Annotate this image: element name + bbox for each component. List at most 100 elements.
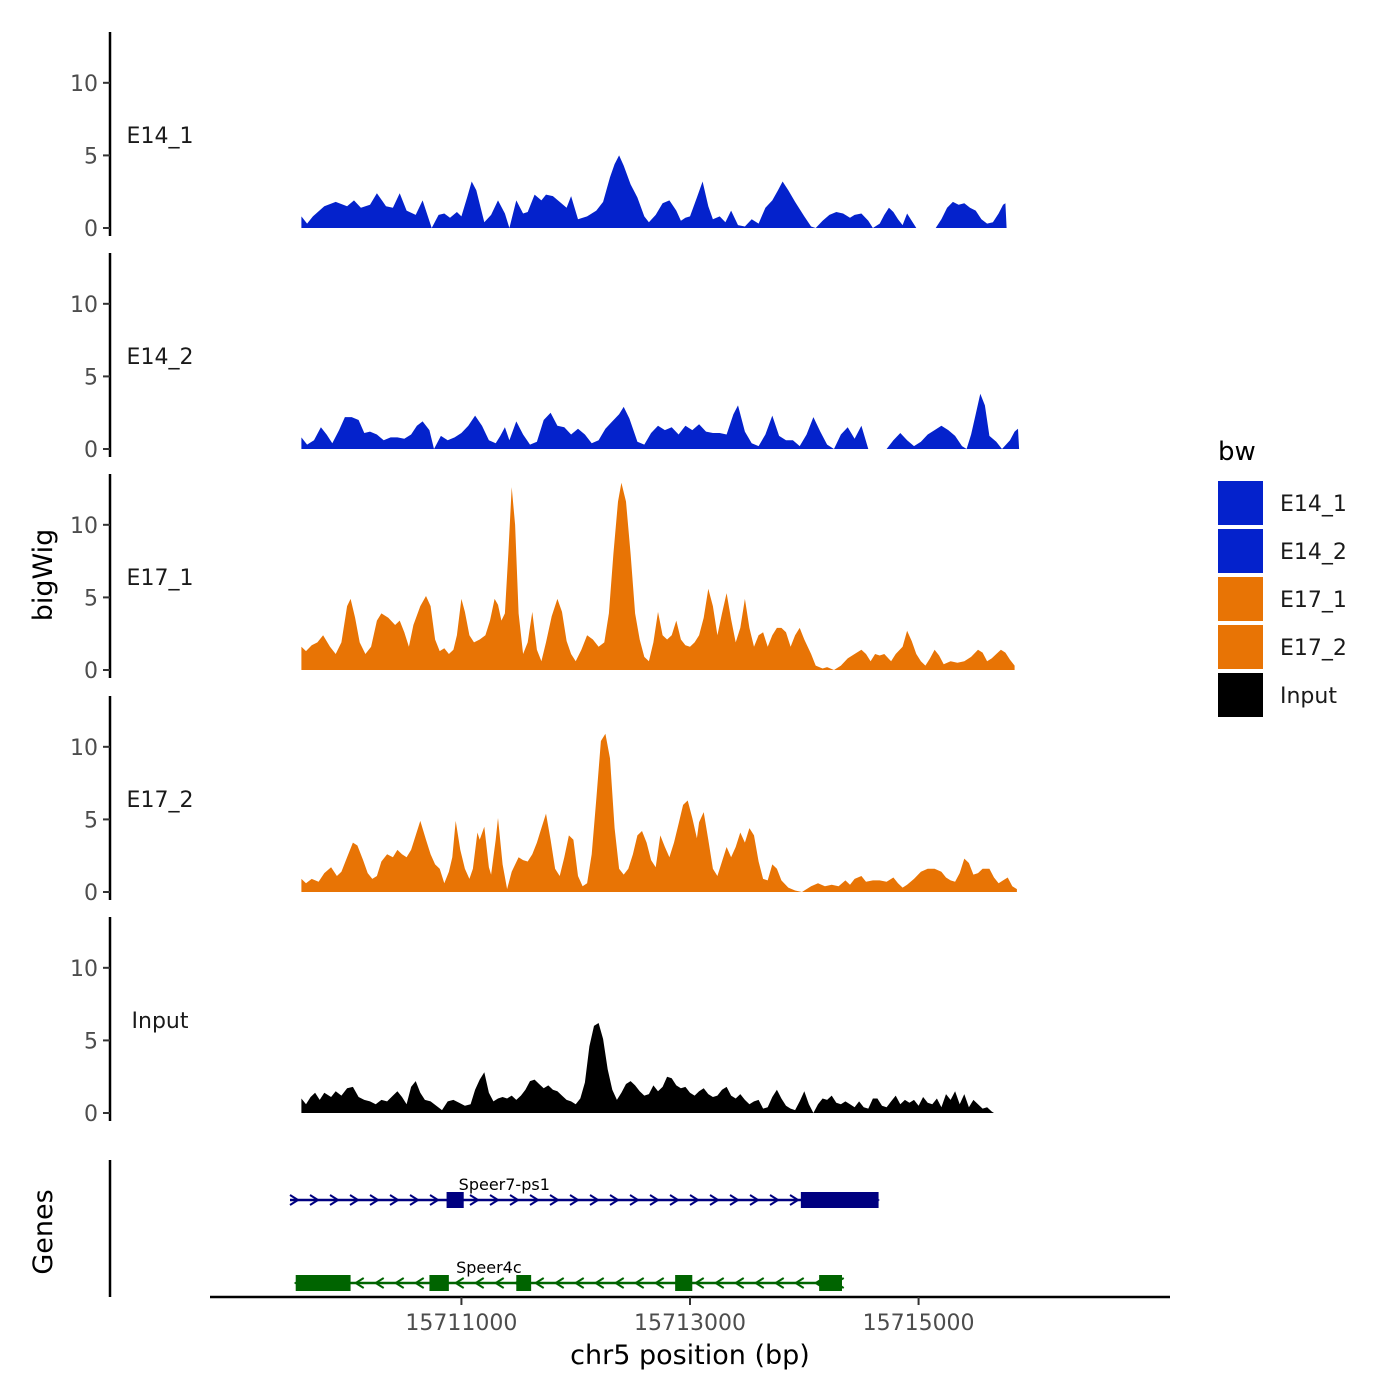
- track-label: E14_1: [127, 124, 194, 149]
- y-tick-label: 5: [84, 808, 98, 833]
- y-tick-label: 0: [84, 659, 98, 684]
- y-tick-label: 5: [84, 1029, 98, 1054]
- strand-arrow: [533, 1277, 545, 1289]
- exon: [295, 1275, 351, 1291]
- y-tick-label: 10: [70, 736, 98, 761]
- strand-arrow: [473, 1277, 485, 1289]
- y-tick-label: 10: [70, 293, 98, 318]
- x-tick-label: 15711000: [405, 1311, 517, 1336]
- gene-speer4c: Speer4c: [293, 1258, 845, 1291]
- signal-area-e14-2: [301, 393, 1020, 449]
- track-label: E17_1: [127, 566, 194, 591]
- strand-arrow: [393, 1277, 405, 1289]
- strand-arrow: [553, 1277, 565, 1289]
- strand-arrow: [749, 1194, 760, 1206]
- strand-arrow: [289, 1194, 300, 1206]
- signal-area-e14-1: [301, 155, 1007, 228]
- signal-area-e17-1: [301, 482, 1015, 670]
- exon: [516, 1275, 532, 1291]
- strand-arrow: [689, 1194, 700, 1206]
- y-tick-label: 10: [70, 514, 98, 539]
- strand-arrow: [733, 1277, 745, 1289]
- legend-swatch-input: [1218, 673, 1263, 717]
- strand-arrow: [409, 1194, 420, 1206]
- strand-arrow: [353, 1277, 365, 1289]
- track-e17-2: 0 5 10 E17_2: [70, 696, 1017, 906]
- strand-arrow: [613, 1277, 625, 1289]
- strand-arrow: [509, 1194, 520, 1206]
- strand-arrow: [629, 1194, 640, 1206]
- y-tick-label: 10: [70, 957, 98, 982]
- gene-label: Speer7-ps1: [459, 1175, 550, 1194]
- strand-arrow: [593, 1277, 605, 1289]
- strand-arrow: [369, 1194, 380, 1206]
- strand-arrow: [633, 1277, 645, 1289]
- strand-arrow: [569, 1194, 580, 1206]
- y-tick-label: 5: [84, 586, 98, 611]
- strand-arrow: [453, 1277, 465, 1289]
- x-axis-title: chr5 position (bp): [570, 1340, 810, 1371]
- strand-arrow: [389, 1194, 400, 1206]
- exon: [446, 1192, 464, 1208]
- signal-area-input: [301, 1023, 994, 1113]
- strand-arrow: [469, 1194, 480, 1206]
- strand-arrow: [773, 1277, 785, 1289]
- strand-arrow: [489, 1194, 500, 1206]
- exon: [675, 1275, 693, 1291]
- y-tick-label: 0: [84, 217, 98, 242]
- strand-arrow: [669, 1194, 680, 1206]
- x-axis: 15711000 15713000 15715000: [210, 1295, 1170, 1336]
- signal-tracks: 0 5 10 E14_1 0 5 10 E14_2 0 5 10 E17_1 0 5 10 E17_2 0 5 10…: [70, 32, 1020, 1127]
- x-tick-label: 15713000: [634, 1311, 746, 1336]
- strand-arrow: [753, 1277, 765, 1289]
- strand-arrow: [713, 1277, 725, 1289]
- legend-label-e17-1: E17_1: [1280, 588, 1347, 613]
- y-axis-title: bigWig: [28, 529, 59, 622]
- y-tick-label: 0: [84, 1102, 98, 1127]
- strand-arrow: [309, 1194, 320, 1206]
- gene-label: Speer4c: [456, 1258, 522, 1277]
- legend: bw E14_1 E14_2 E17_1 E17_2 Input: [1218, 437, 1347, 717]
- strand-arrow: [729, 1194, 740, 1206]
- legend-label-e14-2: E14_2: [1280, 540, 1347, 565]
- legend-label-e14-1: E14_1: [1280, 492, 1347, 517]
- strand-arrow: [653, 1277, 665, 1289]
- y-tick-label: 5: [84, 365, 98, 390]
- strand-arrow: [429, 1194, 440, 1206]
- strand-arrow: [329, 1194, 340, 1206]
- strand-arrow: [373, 1277, 385, 1289]
- legend-swatch-e14-2: [1218, 529, 1263, 573]
- strand-arrow: [769, 1194, 780, 1206]
- legend-label-e17-2: E17_2: [1280, 636, 1347, 661]
- track-input: 0 5 10 Input: [70, 917, 994, 1127]
- y-tick-label: 0: [84, 438, 98, 463]
- strand-arrow: [693, 1277, 705, 1289]
- strand-arrow: [589, 1194, 600, 1206]
- track-e14-1: 0 5 10 E14_1: [70, 32, 1007, 242]
- legend-swatch-e17-1: [1218, 577, 1263, 621]
- strand-arrow: [709, 1194, 720, 1206]
- track-e17-1: 0 5 10 E17_1: [70, 474, 1015, 684]
- exon: [800, 1192, 879, 1208]
- strand-arrow: [573, 1277, 585, 1289]
- strand-arrow: [649, 1194, 660, 1206]
- y-tick-label: 5: [84, 144, 98, 169]
- strand-arrow: [789, 1194, 800, 1206]
- track-label: E14_2: [127, 345, 194, 370]
- gene-track: Speer7-ps1 Speer4c: [108, 1160, 880, 1297]
- strand-arrow: [529, 1194, 540, 1206]
- strand-arrow: [413, 1277, 425, 1289]
- strand-arrow: [493, 1277, 505, 1289]
- exon: [429, 1275, 449, 1291]
- legend-label-input: Input: [1280, 684, 1337, 709]
- strand-arrow: [349, 1194, 360, 1206]
- track-e14-2: 0 5 10 E14_2: [70, 253, 1020, 463]
- y-tick-label: 10: [70, 72, 98, 97]
- x-tick-label: 15715000: [863, 1311, 975, 1336]
- track-label: E17_2: [127, 788, 194, 813]
- legend-title: bw: [1218, 437, 1256, 467]
- y-tick-label: 0: [84, 881, 98, 906]
- legend-swatch-e14-1: [1218, 481, 1263, 525]
- signal-area-e17-2: [301, 733, 1017, 892]
